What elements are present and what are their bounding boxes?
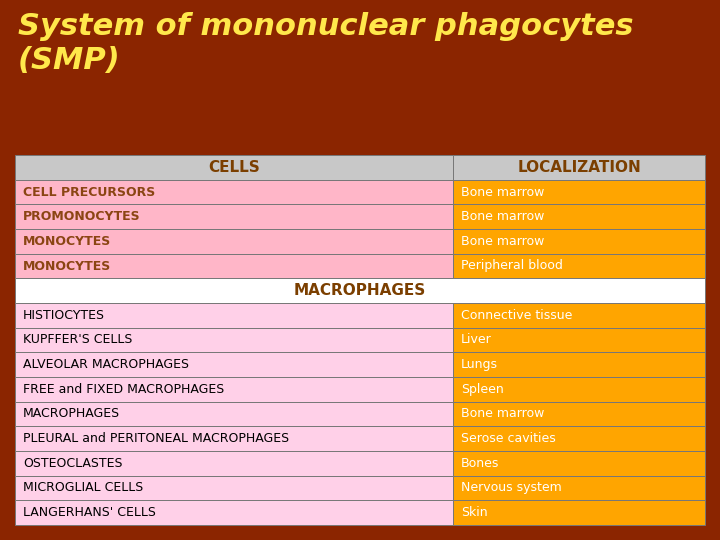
- Text: MACROPHAGES: MACROPHAGES: [23, 408, 120, 421]
- Bar: [453, 352, 705, 377]
- Bar: [453, 427, 705, 451]
- Text: MACROPHAGES: MACROPHAGES: [294, 283, 426, 298]
- Bar: [15, 155, 453, 180]
- Bar: [453, 229, 705, 254]
- Text: LANGERHANS' CELLS: LANGERHANS' CELLS: [23, 506, 156, 519]
- Bar: [15, 501, 453, 525]
- Text: Bones: Bones: [461, 457, 500, 470]
- Text: Bone marrow: Bone marrow: [461, 408, 544, 421]
- Bar: [15, 402, 453, 427]
- Text: OSTEOCLASTES: OSTEOCLASTES: [23, 457, 122, 470]
- Bar: [15, 180, 453, 204]
- Bar: [453, 476, 705, 501]
- Bar: [15, 476, 453, 501]
- Text: Bone marrow: Bone marrow: [461, 210, 544, 223]
- Text: MONOCYTES: MONOCYTES: [23, 235, 112, 248]
- Text: (SMP): (SMP): [18, 46, 121, 75]
- Text: CELL PRECURSORS: CELL PRECURSORS: [23, 186, 156, 199]
- Bar: [453, 402, 705, 427]
- Text: Nervous system: Nervous system: [461, 482, 562, 495]
- Bar: [453, 501, 705, 525]
- Bar: [453, 155, 705, 180]
- Text: Connective tissue: Connective tissue: [461, 309, 572, 322]
- Text: ALVEOLAR MACROPHAGES: ALVEOLAR MACROPHAGES: [23, 358, 189, 371]
- Text: MICROGLIAL CELLS: MICROGLIAL CELLS: [23, 482, 143, 495]
- Bar: [15, 352, 453, 377]
- Bar: [453, 204, 705, 229]
- Text: Liver: Liver: [461, 334, 492, 347]
- Text: LOCALIZATION: LOCALIZATION: [517, 160, 641, 175]
- Bar: [15, 427, 453, 451]
- Text: PROMONOCYTES: PROMONOCYTES: [23, 210, 140, 223]
- Bar: [453, 303, 705, 328]
- Text: HISTIOCYTES: HISTIOCYTES: [23, 309, 105, 322]
- Text: Serose cavities: Serose cavities: [461, 432, 556, 445]
- Bar: [15, 377, 453, 402]
- Text: FREE and FIXED MACROPHAGES: FREE and FIXED MACROPHAGES: [23, 383, 224, 396]
- Bar: [453, 328, 705, 352]
- Text: PLEURAL and PERITONEAL MACROPHAGES: PLEURAL and PERITONEAL MACROPHAGES: [23, 432, 289, 445]
- Bar: [15, 229, 453, 254]
- Text: Spleen: Spleen: [461, 383, 504, 396]
- Bar: [15, 204, 453, 229]
- Text: Lungs: Lungs: [461, 358, 498, 371]
- Text: MONOCYTES: MONOCYTES: [23, 260, 112, 273]
- Text: Skin: Skin: [461, 506, 487, 519]
- Bar: [15, 328, 453, 352]
- Text: System of mononuclear phagocytes: System of mononuclear phagocytes: [18, 12, 634, 41]
- Bar: [15, 303, 453, 328]
- Bar: [453, 254, 705, 278]
- Text: CELLS: CELLS: [208, 160, 260, 175]
- Bar: [15, 451, 453, 476]
- Bar: [453, 451, 705, 476]
- Text: Peripheral blood: Peripheral blood: [461, 260, 563, 273]
- Bar: [453, 377, 705, 402]
- Bar: [15, 254, 453, 278]
- Bar: [453, 180, 705, 204]
- Text: Bone marrow: Bone marrow: [461, 186, 544, 199]
- Text: KUPFFER'S CELLS: KUPFFER'S CELLS: [23, 334, 132, 347]
- Text: Bone marrow: Bone marrow: [461, 235, 544, 248]
- Bar: [15, 278, 705, 303]
